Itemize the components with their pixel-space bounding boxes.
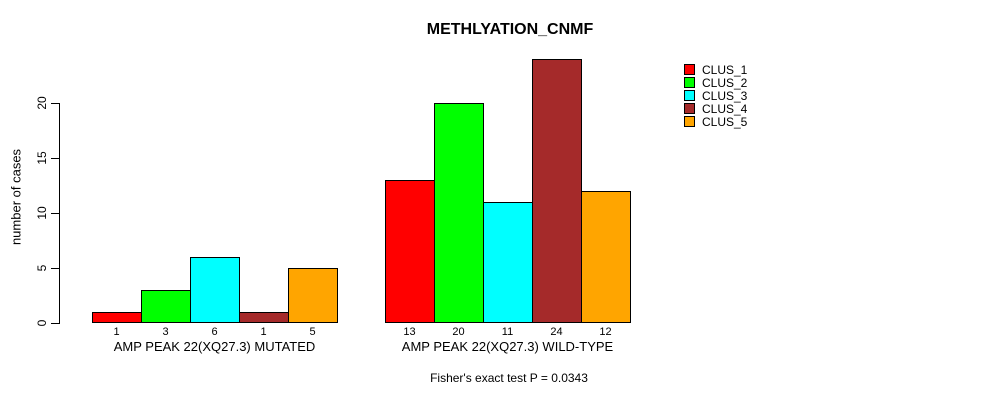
bar-clus_5-group1 [288, 268, 338, 323]
bar-value-label: 11 [501, 326, 514, 338]
legend-swatch [684, 77, 695, 88]
legend-swatch [684, 116, 695, 127]
bar-clus_5-group2 [581, 191, 631, 323]
y-axis-tick-label: 20 [35, 96, 49, 110]
y-axis-tick [51, 268, 59, 269]
y-axis-tick [51, 213, 59, 214]
legend: CLUS_1 CLUS_2 CLUS_3 CLUS_4 CLUS_5 [684, 62, 748, 129]
y-axis-tick-label: 10 [35, 206, 49, 220]
y-axis-tick-label: 15 [35, 151, 49, 165]
legend-label: CLUS_1 [702, 62, 748, 77]
bar-value-label: 6 [211, 326, 218, 338]
bar-clus_1-group2 [385, 180, 435, 323]
annotation-text: Fisher's exact test P = 0.0343 [430, 371, 588, 385]
y-axis-label: number of cases [8, 148, 24, 246]
legend-swatch [684, 103, 695, 114]
y-axis-tick-label: 5 [35, 264, 49, 272]
bar-clus_4-group2 [532, 59, 582, 323]
legend-label: CLUS_5 [702, 114, 748, 129]
bar-value-label: 20 [452, 326, 465, 338]
legend-item: CLUS_5 [684, 114, 748, 129]
bar-clus_2-group1 [141, 290, 191, 323]
legend-label: CLUS_2 [702, 75, 748, 90]
legend-item: CLUS_2 [684, 75, 748, 90]
legend-label: CLUS_3 [702, 88, 748, 103]
bar-clus_4-group1 [239, 312, 289, 323]
legend-swatch [684, 64, 695, 75]
bar-value-label: 3 [162, 326, 169, 338]
bar-value-label: 24 [550, 326, 563, 338]
bar-clus_2-group2 [434, 103, 484, 323]
legend-label: CLUS_4 [702, 101, 748, 116]
bar-value-label: 13 [403, 326, 416, 338]
bar-value-label: 1 [260, 326, 267, 338]
x-axis-group-label: AMP PEAK 22(XQ27.3) MUTATED [113, 339, 316, 354]
legend-item: CLUS_4 [684, 101, 748, 116]
bar-clus_1-group1 [92, 312, 142, 323]
bar-clus_3-group2 [483, 202, 533, 323]
legend-item: CLUS_3 [684, 88, 748, 103]
legend-item: CLUS_1 [684, 62, 748, 77]
y-axis-tick [51, 158, 59, 159]
bar-value-label: 5 [309, 326, 316, 338]
x-axis-group-label: AMP PEAK 22(XQ27.3) WILD-TYPE [401, 339, 614, 354]
chart-title: METHLYATION_CNMF [426, 21, 594, 38]
y-axis-tick [51, 103, 59, 104]
legend-swatch [684, 90, 695, 101]
y-axis-tick [51, 323, 59, 324]
bar-clus_3-group1 [190, 257, 240, 323]
y-axis-tick-label: 0 [35, 319, 49, 327]
bar-value-label: 12 [599, 326, 612, 338]
y-axis-line [59, 103, 60, 324]
bar-value-label: 1 [113, 326, 120, 338]
